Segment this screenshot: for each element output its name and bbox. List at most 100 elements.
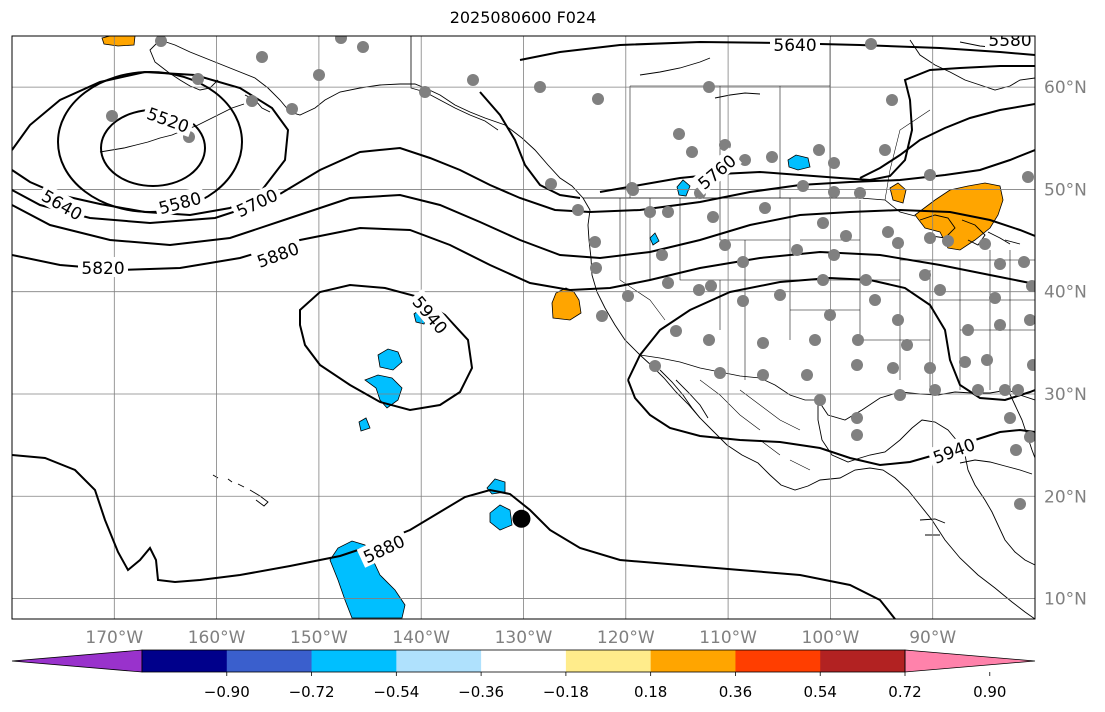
anomaly-blob-oregon <box>649 232 660 246</box>
station-marker <box>757 337 769 349</box>
contour-label-bg <box>770 36 820 54</box>
contour-label: 5580 <box>985 31 1035 51</box>
anomaly-blob-manitoba <box>787 154 811 171</box>
coastline-hudson <box>909 39 1035 91</box>
colorbar-segment <box>735 650 821 672</box>
station-marker <box>627 184 639 196</box>
station-marker <box>1024 431 1035 443</box>
colorbar-segment <box>481 650 567 672</box>
station-marker <box>707 211 719 223</box>
station-marker <box>1014 498 1026 510</box>
map-frame <box>11 35 1036 620</box>
station-marker <box>879 144 891 156</box>
gridlines <box>12 36 1035 619</box>
station-marker <box>901 339 913 351</box>
station-marker <box>924 169 936 181</box>
station-marker <box>852 334 864 346</box>
station-marker <box>1010 444 1022 456</box>
station-marker <box>662 277 674 289</box>
colorbar-frame <box>141 649 906 673</box>
anomaly-blob-subtropical-3 <box>358 417 371 432</box>
contour-label-bg <box>78 257 128 277</box>
coastline-north-america <box>424 87 1035 619</box>
station-marker <box>814 394 826 406</box>
station-marker <box>809 334 821 346</box>
contour-label-bg <box>407 288 455 340</box>
geopotential-height-contours <box>12 40 1035 619</box>
colorbar-tick-label: 0.72 <box>888 683 921 701</box>
station-marker <box>656 249 668 261</box>
station-marker <box>1027 359 1035 371</box>
contour-5820 <box>12 226 1035 292</box>
station-marker <box>192 73 204 85</box>
lon-tick-label: 100°W <box>802 628 860 648</box>
station-markers <box>106 36 1035 510</box>
lat-tick-label: 10°N <box>1044 590 1087 610</box>
station-marker <box>596 310 608 322</box>
border-alaska-canada <box>410 36 499 131</box>
anomaly-blob-northern-plains <box>889 182 907 204</box>
station-marker <box>851 412 863 424</box>
station-marker <box>155 36 167 47</box>
station-marker <box>644 206 656 218</box>
station-marker <box>851 359 863 371</box>
station-marker <box>703 334 715 346</box>
station-marker <box>887 362 899 374</box>
storm-center-marker <box>512 509 531 528</box>
station-marker <box>757 369 769 381</box>
station-marker <box>590 262 602 274</box>
contour-5880-south <box>12 454 896 619</box>
lon-tick-label: 130°W <box>495 628 553 648</box>
contour-label-text: 5820 <box>81 259 124 279</box>
lat-tick-label: 30°N <box>1044 385 1087 405</box>
anomaly-blob-subtropical-2 <box>364 374 403 409</box>
contour-label: 5820 <box>78 257 128 279</box>
station-marker <box>813 144 825 156</box>
contour-label-bg <box>926 432 981 469</box>
station-marker <box>357 41 369 53</box>
station-marker <box>817 217 829 229</box>
station-marker <box>797 180 809 192</box>
station-marker <box>894 389 906 401</box>
lat-tick-label: 40°N <box>1044 283 1087 303</box>
station-marker <box>719 139 731 151</box>
station-marker <box>869 294 881 306</box>
colorbar-tick-label: −0.18 <box>543 683 589 701</box>
colorbar-extend-low <box>11 649 143 673</box>
station-marker <box>817 274 829 286</box>
station-marker <box>924 362 936 374</box>
lat-tick-label: 50°N <box>1044 180 1087 200</box>
great-lakes <box>919 214 1021 246</box>
contour-label-text: 5580 <box>988 31 1031 51</box>
coastline-mexico-gulf <box>817 400 969 471</box>
station-marker <box>924 232 936 244</box>
station-marker <box>919 269 931 281</box>
station-marker <box>737 295 749 307</box>
contour-5820-canada <box>859 103 1035 179</box>
lon-tick-label: 110°W <box>699 628 757 648</box>
station-marker <box>886 94 898 106</box>
coastline-florida <box>1007 389 1035 459</box>
station-marker <box>256 51 268 63</box>
station-marker <box>929 384 941 396</box>
contour-5940-high <box>299 283 474 412</box>
lat-tick-label: 20°N <box>1044 487 1087 507</box>
station-marker <box>1012 384 1024 396</box>
station-marker <box>703 81 715 93</box>
colorbar-segment <box>396 650 482 672</box>
station-marker <box>286 103 298 115</box>
station-marker <box>828 157 840 169</box>
contour-label-bg <box>985 36 1035 49</box>
colorbar-tick-label: 0.90 <box>973 683 1006 701</box>
coastline-baja <box>659 369 709 419</box>
colorbar-tick-label: 0.18 <box>634 683 667 701</box>
border-canada-us <box>583 197 916 217</box>
station-marker <box>959 356 971 368</box>
colorbar-tick-label: 0.54 <box>804 683 837 701</box>
colorbar-tick-label: −0.90 <box>204 683 250 701</box>
contour-label-bg <box>229 182 284 222</box>
coastline-aleutians <box>99 103 245 153</box>
station-marker <box>719 239 731 251</box>
station-marker <box>572 204 584 216</box>
